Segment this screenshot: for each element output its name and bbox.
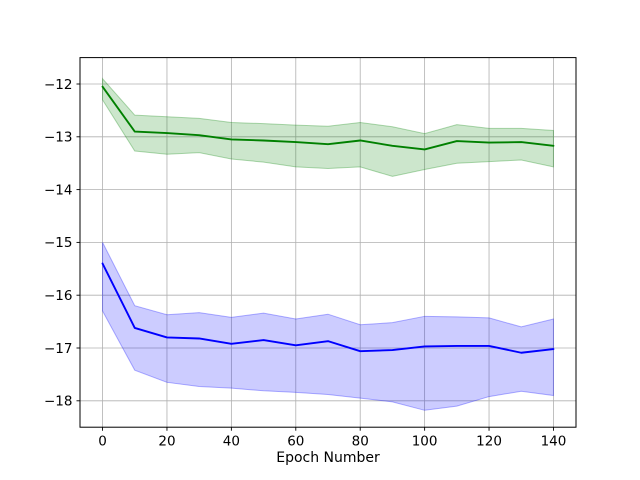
x-tick-label: 80 xyxy=(352,434,369,450)
green-line xyxy=(101,85,555,151)
x-tick-label: 20 xyxy=(158,434,175,450)
x-tick-label: 60 xyxy=(287,434,304,450)
x-tick-label: 140 xyxy=(541,434,567,450)
grid-lines xyxy=(80,57,576,428)
blue-confidence-band xyxy=(102,242,554,411)
x-tick-label: 120 xyxy=(476,434,502,450)
y-tick-label: −18 xyxy=(44,394,73,410)
y-tick-label: −16 xyxy=(44,288,73,304)
y-tick-label: −12 xyxy=(44,77,73,93)
y-tick-label: −15 xyxy=(44,235,73,251)
x-tick-label: 0 xyxy=(98,434,107,450)
y-tick-label: −14 xyxy=(44,182,73,198)
blue-line xyxy=(101,262,555,354)
y-tick-label: −17 xyxy=(44,341,73,357)
x-tick-label: 40 xyxy=(223,434,240,450)
data-series-layer xyxy=(101,77,555,411)
green-confidence-band xyxy=(102,77,554,177)
x-axis-label: Epoch Number xyxy=(276,450,380,466)
y-tick-label: −13 xyxy=(44,130,73,146)
x-tick-label: 100 xyxy=(412,434,438,450)
axis-ticks: 0 20 40 60 80 100 120 140 −18 −17 −16 −15 −14 −13 −12 xyxy=(44,77,566,450)
